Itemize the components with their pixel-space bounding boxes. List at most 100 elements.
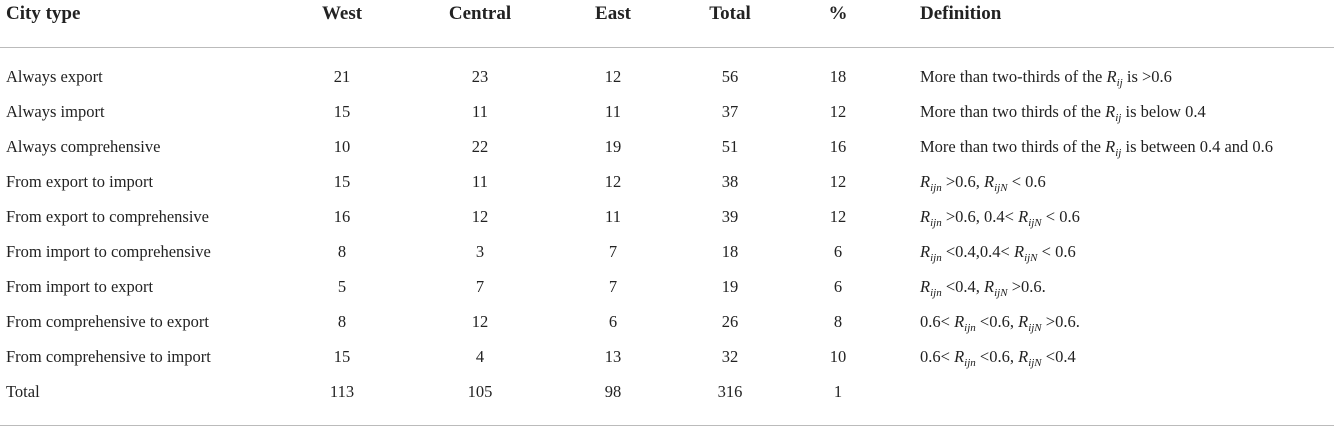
column-header: Central xyxy=(448,3,512,24)
definition: Rijn >0.6, RijN < 0.6 xyxy=(920,172,1046,194)
subscript: ijN xyxy=(1028,357,1042,369)
table-cell: 6 xyxy=(833,277,843,296)
table-cell: 19 xyxy=(604,137,622,156)
definition-text: is between 0.4 and 0.6 xyxy=(1121,137,1274,156)
definition-text: < 0.6 xyxy=(1037,242,1076,261)
table-cell: 39 xyxy=(721,207,739,226)
table-cell: 12 xyxy=(829,172,847,191)
definition-text: More than two thirds of the xyxy=(920,137,1106,156)
variable: R xyxy=(1105,102,1116,121)
variable: R xyxy=(984,172,995,191)
definition: Rijn >0.6, 0.4< RijN < 0.6 xyxy=(920,207,1080,229)
table-cell: 8 xyxy=(337,242,347,261)
table-cell: 7 xyxy=(608,277,618,296)
table-cell: 7 xyxy=(608,242,618,261)
subscript: ijn xyxy=(964,357,976,369)
table-cell: 18 xyxy=(829,67,847,86)
row-label: Always export xyxy=(6,67,103,86)
subscript: ijn xyxy=(930,182,942,194)
table-cell: 15 xyxy=(333,347,351,366)
column-header: East xyxy=(595,3,631,24)
table-cell: 51 xyxy=(721,137,739,156)
table-cell: 4 xyxy=(475,347,485,366)
variable: R xyxy=(1013,242,1025,261)
subscript: ijn xyxy=(930,252,942,264)
definition-text: <0.4, xyxy=(941,277,985,296)
subscript: ij xyxy=(1116,77,1123,89)
table-cell: 11 xyxy=(472,172,488,191)
subscript: ijN xyxy=(1024,252,1038,264)
variable: R xyxy=(1018,347,1029,366)
column-header: Total xyxy=(709,3,751,24)
table-cell: 7 xyxy=(475,277,485,296)
definition: Rijn <0.4, RijN >0.6. xyxy=(920,277,1046,299)
row-label: From comprehensive to export xyxy=(6,312,209,331)
row-label: From import to comprehensive xyxy=(6,242,211,261)
definition-text: is below 0.4 xyxy=(1121,102,1206,121)
definition-text: >0.6, xyxy=(941,172,985,191)
definition-text: >0.6, 0.4< xyxy=(941,207,1019,226)
table-cell: 12 xyxy=(471,312,489,331)
column-header: West xyxy=(321,3,363,24)
variable: R xyxy=(1105,137,1116,156)
table-cell: 8 xyxy=(833,312,843,331)
definition: 0.6< Rijn <0.6, RijN >0.6. xyxy=(920,312,1080,334)
table-cell: 113 xyxy=(329,382,355,401)
table-cell: 32 xyxy=(721,347,739,366)
variable: R xyxy=(920,277,931,296)
table-cell: 10 xyxy=(333,137,351,156)
definition: 0.6< Rijn <0.6, RijN <0.4 xyxy=(920,347,1076,369)
subscript: ij xyxy=(1115,112,1122,124)
table-cell: 12 xyxy=(829,102,847,121)
table-cell: 16 xyxy=(333,207,351,226)
variable: R xyxy=(920,172,931,191)
table-cell: 11 xyxy=(472,102,488,121)
variable: R xyxy=(920,242,931,261)
row-label: Always import xyxy=(6,102,105,121)
table-cell: 26 xyxy=(721,312,739,331)
definition-text: >0.6. xyxy=(1041,312,1080,331)
variable: R xyxy=(1018,312,1029,331)
table-cell: 12 xyxy=(604,67,622,86)
column-header: City type xyxy=(6,3,81,24)
subscript: ijn xyxy=(930,287,942,299)
table-cell: 316 xyxy=(717,382,743,401)
table-cell: 56 xyxy=(721,67,739,86)
subscript: ij xyxy=(1115,147,1122,159)
column-header: % xyxy=(828,3,848,24)
definition-text: <0.4,0.4< xyxy=(941,242,1014,261)
definition-text: is >0.6 xyxy=(1122,67,1172,86)
table-cell: 3 xyxy=(475,242,485,261)
definition-text: <0.6, xyxy=(975,312,1019,331)
table-cell: 13 xyxy=(604,347,622,366)
row-label: From export to import xyxy=(6,172,154,191)
definition-text: >0.6. xyxy=(1007,277,1046,296)
definition-text: <0.6, xyxy=(975,347,1019,366)
definition-text: 0.6< xyxy=(920,312,955,331)
definition-text: More than two-thirds of the xyxy=(920,67,1107,86)
table-cell: 23 xyxy=(471,67,489,86)
definition: More than two-thirds of the Rij is >0.6 xyxy=(920,67,1172,89)
table-cell: 16 xyxy=(829,137,847,156)
subscript: ijn xyxy=(930,217,942,229)
subscript: ijN xyxy=(994,287,1008,299)
definition: Rijn <0.4,0.4< RijN < 0.6 xyxy=(920,242,1076,264)
header-rule xyxy=(0,47,1334,48)
table-cell: 38 xyxy=(721,172,739,191)
table-cell: 6 xyxy=(833,242,843,261)
table-cell: 12 xyxy=(471,207,489,226)
row-label: From comprehensive to import xyxy=(6,347,211,366)
row-label: Total xyxy=(6,382,40,401)
variable: R xyxy=(984,277,995,296)
definition-text: < 0.6 xyxy=(1007,172,1046,191)
table-cell: 15 xyxy=(333,172,351,191)
definition-text: More than two thirds of the xyxy=(920,102,1106,121)
table-cell: 12 xyxy=(829,207,847,226)
variable: R xyxy=(1106,67,1117,86)
definition-text: <0.4 xyxy=(1041,347,1076,366)
table-cell: 19 xyxy=(721,277,739,296)
definition-text: 0.6< xyxy=(920,347,955,366)
table-cell: 10 xyxy=(829,347,847,366)
subscript: ijN xyxy=(994,182,1008,194)
